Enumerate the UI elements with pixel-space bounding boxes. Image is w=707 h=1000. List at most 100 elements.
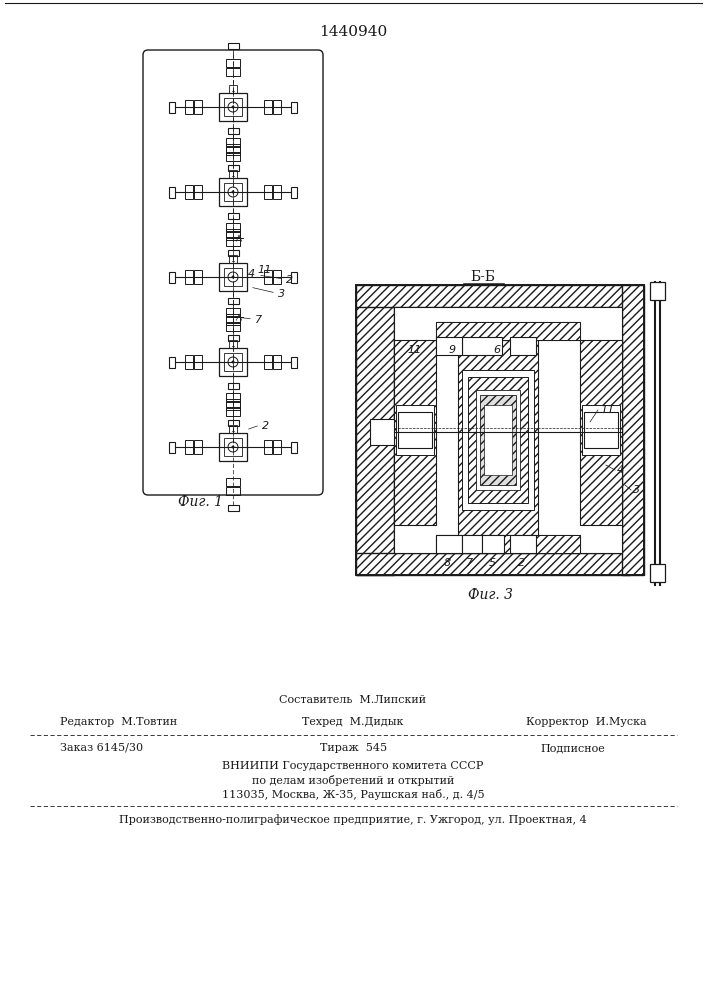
Bar — [370, 419, 394, 445]
Bar — [226, 323, 240, 331]
Bar — [291, 271, 297, 282]
Bar — [226, 402, 240, 410]
Bar — [169, 102, 175, 112]
Bar — [264, 440, 272, 454]
Bar — [468, 377, 528, 503]
Bar — [436, 535, 580, 553]
Text: Б-Б: Б-Б — [470, 270, 496, 284]
Bar — [219, 348, 247, 376]
Bar — [476, 390, 520, 490]
FancyBboxPatch shape — [143, 50, 323, 495]
Text: 2: 2 — [262, 421, 269, 431]
Bar — [484, 405, 512, 475]
Bar — [169, 271, 175, 282]
Text: Заказ 6145/30: Заказ 6145/30 — [60, 743, 143, 753]
Bar — [356, 285, 630, 307]
Bar — [482, 535, 504, 553]
Text: 9: 9 — [448, 345, 455, 355]
Bar — [273, 440, 281, 454]
Circle shape — [232, 446, 234, 448]
Text: по делам изобретений и открытий: по делам изобретений и открытий — [252, 774, 454, 786]
Bar — [224, 98, 242, 116]
Circle shape — [232, 106, 234, 108]
Text: 4: 4 — [617, 465, 624, 475]
Bar — [291, 357, 297, 367]
Bar — [228, 383, 238, 389]
Bar — [458, 340, 538, 545]
Bar — [219, 263, 247, 291]
Bar — [264, 270, 272, 284]
Bar — [226, 399, 240, 407]
Bar — [228, 165, 238, 171]
Bar — [510, 535, 536, 553]
Text: Редактор  М.Товтин: Редактор М.Товтин — [60, 717, 177, 727]
Bar — [229, 170, 237, 178]
Bar — [582, 405, 620, 455]
Bar — [229, 425, 237, 433]
Bar — [169, 186, 175, 198]
Text: ВНИИПИ Государственного комитета СССР: ВНИИПИ Государственного комитета СССР — [222, 761, 484, 771]
Bar — [273, 355, 281, 369]
Bar — [291, 442, 297, 452]
Text: 3: 3 — [633, 485, 640, 495]
Circle shape — [232, 276, 234, 278]
Bar — [480, 395, 516, 485]
Bar — [169, 442, 175, 452]
Bar — [510, 337, 536, 355]
Bar — [226, 59, 240, 67]
Text: 2: 2 — [286, 275, 293, 285]
Bar — [273, 185, 281, 199]
Bar — [291, 186, 297, 198]
Bar — [226, 393, 240, 401]
Bar — [226, 229, 240, 237]
Text: Фиг. 1: Фиг. 1 — [177, 495, 223, 509]
Text: 4: 4 — [248, 269, 255, 279]
Bar — [273, 100, 281, 114]
Text: 113035, Москва, Ж-35, Раушская наб., д. 4/5: 113035, Москва, Ж-35, Раушская наб., д. … — [222, 788, 484, 800]
Bar — [226, 238, 240, 246]
Bar — [226, 408, 240, 416]
Bar — [228, 335, 238, 341]
Bar — [291, 102, 297, 112]
Text: Составитель  М.Липский: Составитель М.Липский — [279, 695, 426, 705]
Bar — [194, 355, 202, 369]
Bar — [226, 487, 240, 495]
Bar — [226, 314, 240, 322]
Bar — [228, 505, 238, 511]
Bar — [226, 478, 240, 486]
Bar — [185, 270, 193, 284]
Bar — [273, 270, 281, 284]
Bar — [228, 298, 238, 304]
Bar — [226, 317, 240, 325]
Bar — [436, 337, 462, 355]
Text: Тираж  545: Тираж 545 — [320, 743, 387, 753]
Text: 7: 7 — [255, 315, 262, 325]
Bar — [219, 93, 247, 121]
Bar — [229, 340, 237, 348]
Bar — [394, 340, 436, 525]
Bar — [219, 178, 247, 206]
Bar — [356, 553, 630, 575]
Bar — [169, 357, 175, 367]
Bar — [356, 285, 644, 575]
Text: 5: 5 — [489, 558, 496, 568]
Text: 8: 8 — [443, 558, 450, 568]
Bar — [226, 232, 240, 240]
Bar — [394, 307, 622, 553]
Bar — [194, 100, 202, 114]
Bar — [462, 337, 502, 355]
Bar — [229, 85, 237, 93]
Bar — [580, 340, 622, 525]
Text: Фиг. 3: Фиг. 3 — [467, 588, 513, 602]
Text: 11: 11 — [257, 265, 271, 275]
Bar — [224, 353, 242, 371]
Bar — [436, 535, 580, 553]
Bar — [219, 433, 247, 461]
Bar — [226, 138, 240, 146]
Bar — [462, 370, 534, 510]
Bar — [185, 355, 193, 369]
Bar — [194, 440, 202, 454]
Bar — [584, 412, 618, 448]
Bar — [185, 100, 193, 114]
Bar — [226, 147, 240, 155]
